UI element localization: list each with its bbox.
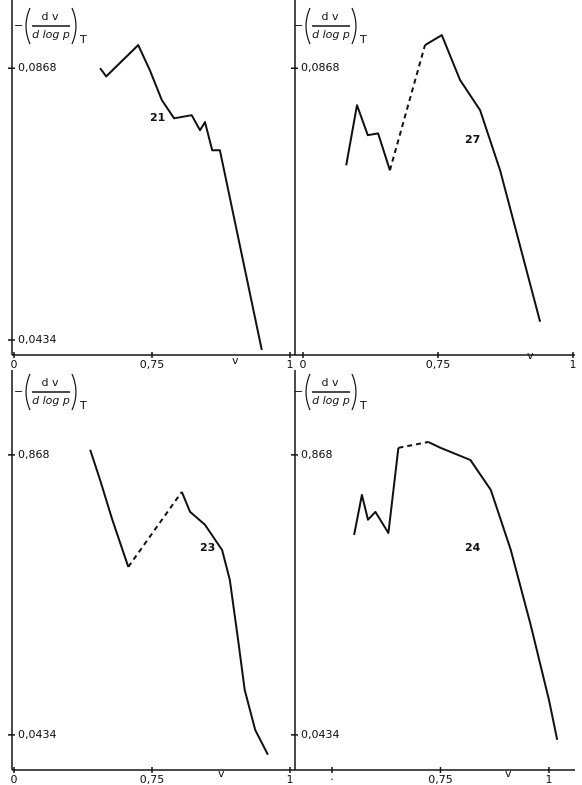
curve	[180, 491, 269, 756]
x-axis-label: v	[218, 767, 225, 780]
x-axis-label: v	[505, 767, 512, 780]
curve	[398, 441, 429, 449]
paren-left	[305, 373, 311, 411]
curve	[345, 104, 391, 171]
paren-left	[25, 7, 31, 45]
x-tick-label: 0	[11, 773, 18, 785]
y-label-denominator: d log p	[32, 28, 70, 41]
y-label-denominator: d log p	[312, 394, 350, 407]
x-axis-label: v	[527, 349, 534, 362]
paren-left	[25, 373, 31, 411]
y-label-sign: −	[294, 385, 303, 398]
y-label-subscript: T	[79, 33, 87, 46]
curve	[424, 34, 542, 323]
paren-right	[351, 7, 357, 45]
curve-label: 27	[465, 133, 480, 146]
paren-left	[305, 7, 311, 45]
x-tick-label: ·	[330, 773, 334, 785]
curve	[427, 441, 559, 741]
y-label-numerator: d v	[42, 376, 59, 389]
y-label-sign: −	[14, 19, 23, 32]
x-tick-label: 0	[300, 358, 307, 371]
y-tick-label: 0,0434	[301, 728, 340, 741]
y-label-sign: −	[14, 385, 23, 398]
x-axis-label: v	[232, 354, 239, 367]
curve	[99, 44, 263, 351]
x-tick-label: 0,75	[140, 358, 165, 371]
y-label-subscript: T	[79, 399, 87, 412]
y-tick-label: 0,0434	[18, 333, 57, 346]
x-tick-label: 0	[11, 358, 18, 371]
curve	[388, 44, 426, 171]
y-tick-label: 0,0434	[18, 728, 57, 741]
x-tick-label: 0,75	[428, 773, 453, 785]
y-label-numerator: d v	[322, 10, 339, 23]
y-tick-label: 0,0868	[18, 61, 57, 74]
y-label-subscript: T	[359, 33, 367, 46]
y-label-sign: −	[294, 19, 303, 32]
curve-label: 24	[465, 541, 481, 554]
y-label-denominator: d log p	[312, 28, 350, 41]
y-label-numerator: d v	[42, 10, 59, 23]
curve-label: 21	[150, 111, 165, 124]
y-label-denominator: d log p	[32, 394, 70, 407]
paren-right	[71, 7, 77, 45]
paren-right	[351, 373, 357, 411]
x-tick-label: 1	[287, 358, 294, 371]
curve-label: 23	[200, 541, 215, 554]
x-tick-label: 0,75	[140, 773, 165, 785]
y-label-numerator: d v	[322, 376, 339, 389]
paren-right	[71, 373, 77, 411]
x-tick-label: 0,75	[426, 358, 451, 371]
y-tick-label: 0,0868	[301, 61, 340, 74]
y-tick-label: 0,868	[301, 448, 333, 461]
x-tick-label: 1	[545, 773, 552, 785]
x-tick-label: 1	[570, 358, 577, 371]
curve	[127, 491, 183, 568]
curve	[353, 447, 400, 536]
x-tick-label: 1	[287, 773, 294, 785]
y-label-subscript: T	[359, 399, 367, 412]
y-tick-label: 0,868	[18, 448, 50, 461]
curve	[89, 449, 130, 568]
